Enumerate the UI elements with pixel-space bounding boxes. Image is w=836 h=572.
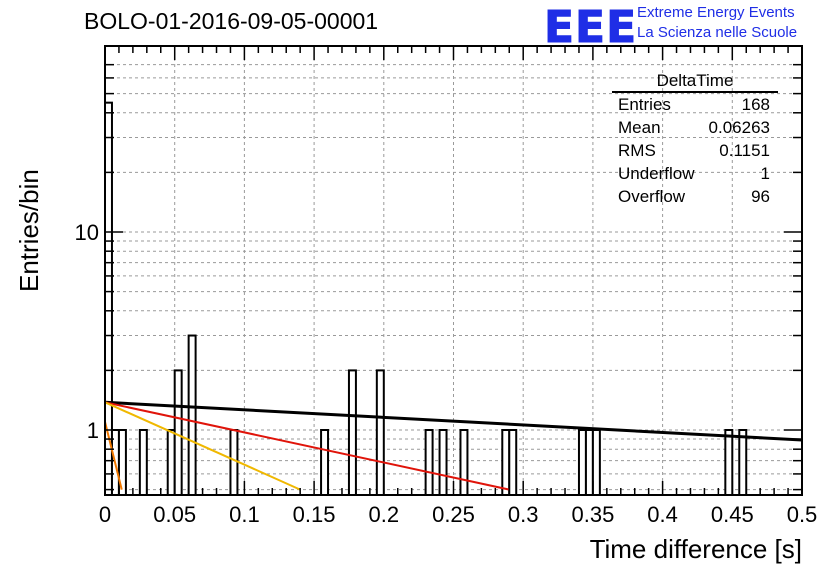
stats-row-mean: Mean 0.06263 <box>612 116 778 139</box>
stats-row-underflow: Underflow 1 <box>612 162 778 185</box>
histogram-bar <box>187 334 197 496</box>
histogram-bar <box>166 429 176 496</box>
x-tick-label: 0.2 <box>369 502 400 527</box>
x-tick-label: 0.15 <box>293 502 336 527</box>
histogram-bar <box>724 429 734 496</box>
y-tick-label: 1 <box>87 418 99 443</box>
stats-label: Underflow <box>618 164 695 183</box>
histogram-bar <box>738 429 748 496</box>
x-tick-label: 0 <box>99 502 111 527</box>
stats-label: Overflow <box>618 187 686 206</box>
stats-value: 168 <box>741 95 770 114</box>
stats-value: 1 <box>760 164 770 183</box>
histogram-bar <box>320 429 330 496</box>
fit-lines <box>104 400 803 491</box>
histogram-bar <box>138 429 148 496</box>
x-tick-label: 0.25 <box>432 502 475 527</box>
histogram-bar <box>508 429 518 496</box>
histogram-bar <box>347 369 357 496</box>
stats-box: DeltaTime Entries 168 Mean 0.06263 RMS 0… <box>612 70 778 208</box>
tick-labels: 0 0.05 0.1 0.15 0.2 0.25 0.3 0.35 0.4 0.45 0.5 1 10 <box>75 220 818 527</box>
fit-line-black <box>104 400 803 442</box>
x-tick-label: 0.4 <box>647 502 678 527</box>
x-tick-label: 0.3 <box>508 502 539 527</box>
y-tick-label: 10 <box>75 220 99 245</box>
histogram-bar <box>424 429 434 496</box>
stats-row-entries: Entries 168 <box>612 93 778 116</box>
histogram-bar <box>459 429 469 496</box>
fit-line-dark-orange <box>104 421 123 490</box>
fit-line-orange <box>104 401 301 491</box>
x-tick-label: 0.1 <box>229 502 260 527</box>
x-tick-label: 0.35 <box>571 502 614 527</box>
x-tick-label: 0.05 <box>153 502 196 527</box>
histogram-bar <box>438 429 448 496</box>
logo-subtitle-2: La Scienza nelle Scuole <box>637 24 798 41</box>
histogram-bar <box>577 429 587 496</box>
histogram-bar <box>375 369 385 496</box>
stats-box-title: DeltaTime <box>612 70 778 93</box>
histogram-bar <box>229 429 239 496</box>
histogram-bar <box>584 429 594 496</box>
stats-value: 0.1151 <box>719 141 770 160</box>
stats-row-overflow: Overflow 96 <box>612 185 778 208</box>
stats-label: Entries <box>618 95 671 114</box>
chart-title: BOLO-01-2016-09-05-00001 <box>84 8 379 34</box>
histogram-bar <box>501 429 511 496</box>
histogram-bar <box>591 429 601 496</box>
histogram-bar <box>173 369 183 496</box>
stats-row-rms: RMS 0.1151 <box>612 139 778 162</box>
x-tick-label: 0.45 <box>711 502 754 527</box>
fit-line-red <box>104 401 510 491</box>
eee-logo: EEE <box>543 2 638 54</box>
stats-value: 96 <box>751 187 770 206</box>
axes-frame <box>104 45 803 496</box>
x-tick-label: 0.5 <box>787 502 818 527</box>
logo-subtitle-1: Extreme Energy Events <box>637 4 795 21</box>
stats-label: Mean <box>618 118 661 137</box>
stats-label: RMS <box>618 141 656 160</box>
stats-value: 0.06263 <box>708 118 770 137</box>
x-axis-label: Time difference [s] <box>589 534 802 564</box>
y-axis-label: Entries/bin <box>14 169 44 292</box>
